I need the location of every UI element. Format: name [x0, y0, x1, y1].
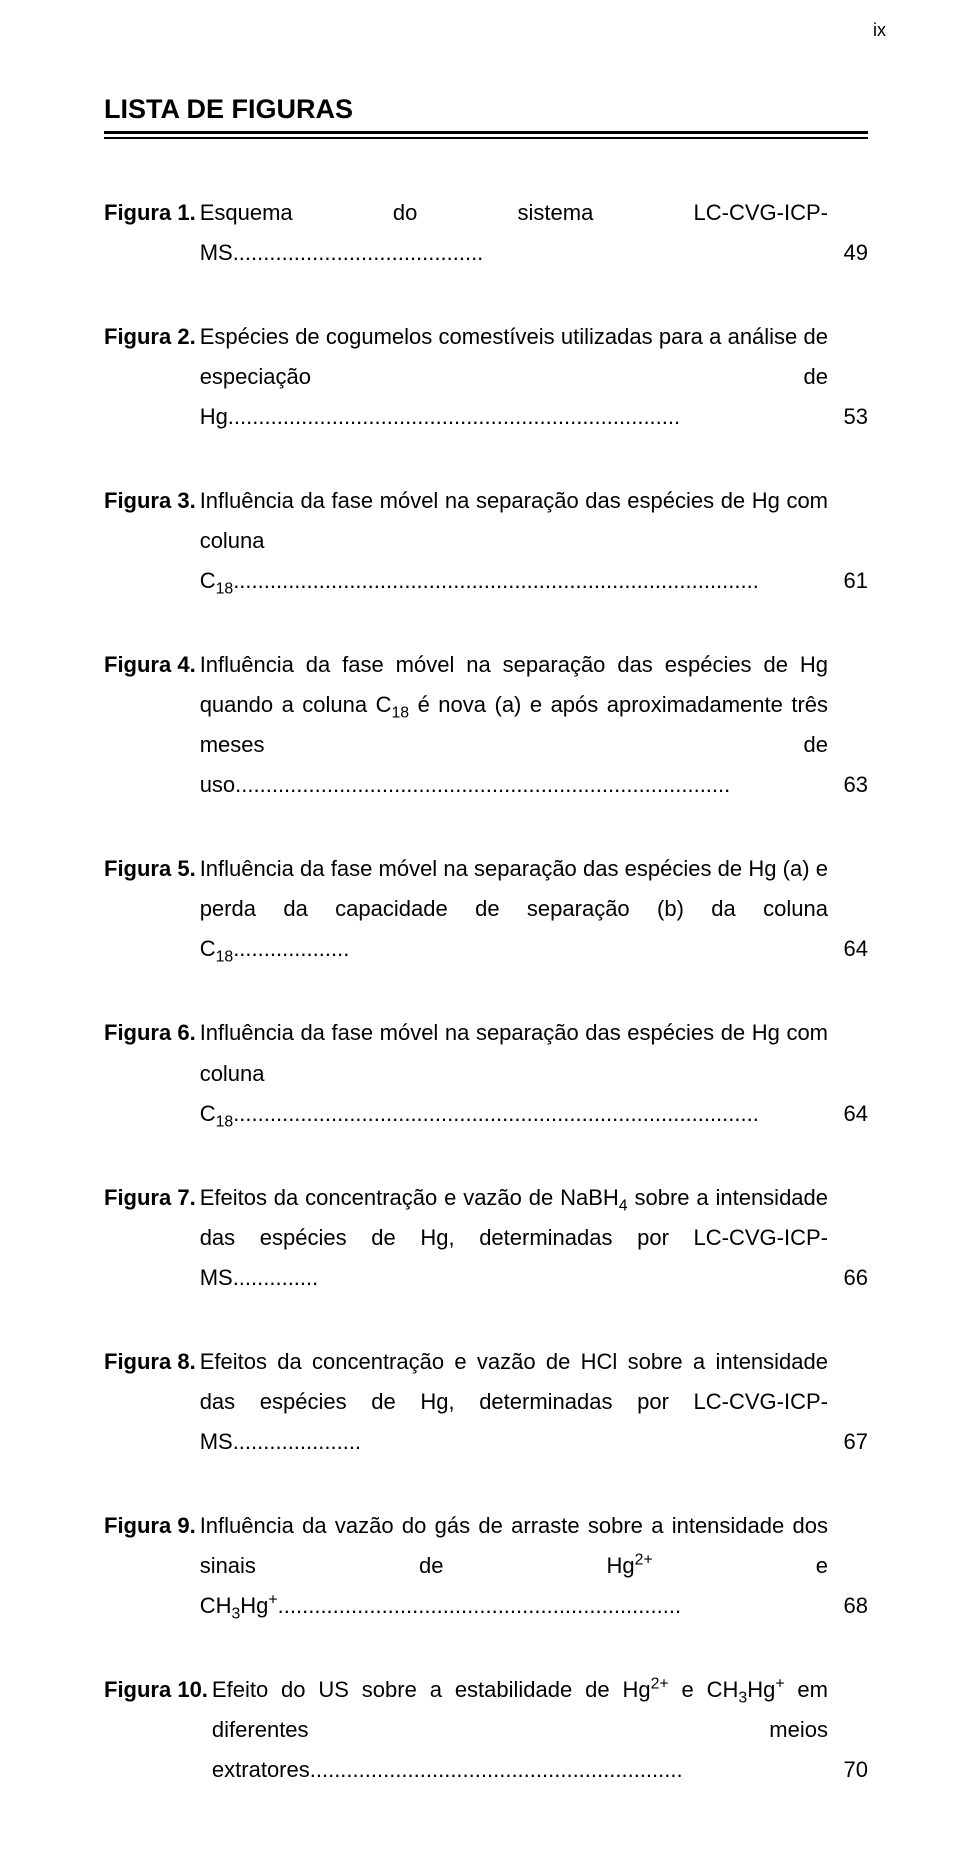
figure-entry-text: Efeito do US sobre a estabilidade de Hg2… — [208, 1670, 828, 1790]
figure-entry: Figura 8.Efeitos da concentração e vazão… — [104, 1342, 868, 1462]
figure-entry-pagenum: 49 — [828, 233, 868, 273]
figure-entry: Figura 5.Influência da fase móvel na sep… — [104, 849, 868, 969]
figure-entry-pagenum: 66 — [828, 1258, 868, 1298]
figure-entry-text: Esquema do sistema LC-CVG-ICP-MS........… — [196, 193, 828, 273]
figure-entry-label: Figura 2. — [104, 317, 196, 357]
figure-entry-pagenum: 64 — [828, 1094, 868, 1134]
figure-entry-text: Espécies de cogumelos comestíveis utiliz… — [196, 317, 828, 437]
figure-entry-label: Figura 7. — [104, 1178, 196, 1218]
figure-entry: Figura 1.Esquema do sistema LC-CVG-ICP-M… — [104, 193, 868, 273]
figure-entry-pagenum: 63 — [828, 765, 868, 805]
figure-entry-label: Figura 10. — [104, 1670, 208, 1710]
title-rule-bottom — [104, 137, 868, 139]
figure-entry-label: Figura 4. — [104, 645, 196, 685]
figure-entry-text: Influência da fase móvel na separação da… — [196, 481, 828, 601]
figure-entry-text: Efeitos da concentração e vazão de HCl s… — [196, 1342, 828, 1462]
figure-entry: Figura 9.Influência da vazão do gás de a… — [104, 1506, 868, 1626]
figure-entry-label: Figura 6. — [104, 1013, 196, 1053]
page-roman-numeral: ix — [873, 20, 886, 41]
title-rule-top — [104, 131, 868, 134]
figure-entry-label: Figura 8. — [104, 1342, 196, 1382]
figure-entry: Figura 3.Influência da fase móvel na sep… — [104, 481, 868, 601]
figure-entry: Figura 6.Influência da fase móvel na sep… — [104, 1013, 868, 1133]
figure-entry-text: Influência da vazão do gás de arraste so… — [196, 1506, 828, 1626]
figures-list: Figura 1.Esquema do sistema LC-CVG-ICP-M… — [104, 193, 868, 1790]
figure-entry-pagenum: 64 — [828, 929, 868, 969]
document-page: ix LISTA DE FIGURAS Figura 1.Esquema do … — [0, 0, 960, 1874]
figure-entry-text: Influência da fase móvel na separação da… — [196, 645, 828, 805]
figure-entry: Figura 10.Efeito do US sobre a estabilid… — [104, 1670, 868, 1790]
figure-entry-pagenum: 53 — [828, 397, 868, 437]
figure-entry: Figura 7.Efeitos da concentração e vazão… — [104, 1178, 868, 1298]
figure-entry-label: Figura 3. — [104, 481, 196, 521]
figure-entry-pagenum: 67 — [828, 1422, 868, 1462]
figure-entry-label: Figura 5. — [104, 849, 196, 889]
figure-entry-text: Influência da fase móvel na separação da… — [196, 849, 828, 969]
figure-entry-pagenum: 70 — [828, 1750, 868, 1790]
figure-entry-pagenum: 68 — [828, 1586, 868, 1626]
figure-entry-label: Figura 1. — [104, 193, 196, 233]
figure-entry-label: Figura 9. — [104, 1506, 196, 1546]
figure-entry-text: Influência da fase móvel na separação da… — [196, 1013, 828, 1133]
page-title: LISTA DE FIGURAS — [104, 94, 868, 125]
figure-entry: Figura 2.Espécies de cogumelos comestíve… — [104, 317, 868, 437]
figure-entry-pagenum: 61 — [828, 561, 868, 601]
figure-entry: Figura 4.Influência da fase móvel na sep… — [104, 645, 868, 805]
figure-entry-text: Efeitos da concentração e vazão de NaBH4… — [196, 1178, 828, 1298]
